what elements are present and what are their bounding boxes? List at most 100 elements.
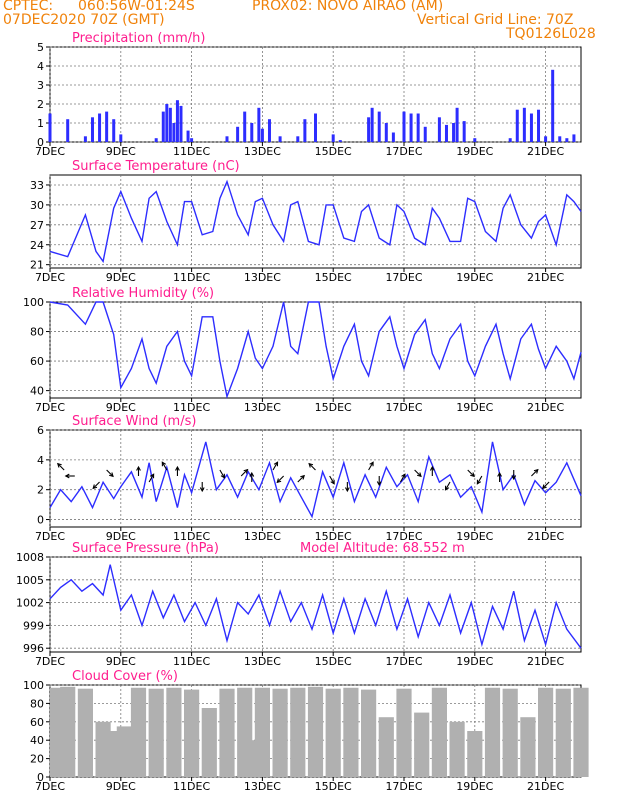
- wind-arrow-head: [344, 487, 350, 493]
- cloud-cover-bar: [396, 688, 412, 777]
- precipitation-bar: [423, 126, 427, 142]
- wind-arrow: [272, 461, 278, 471]
- wind-arrow-head: [175, 465, 180, 471]
- wind-arrow-head: [497, 471, 502, 477]
- humidity-xtick-label: 17DEC: [385, 401, 422, 414]
- wind-arrow: [276, 475, 285, 483]
- precipitation-ytick-label: 0: [37, 136, 44, 149]
- precipitation-bar: [416, 113, 420, 142]
- wind-arrow-head: [511, 475, 517, 481]
- wind-arrow: [476, 475, 483, 485]
- wind-arrow-head: [470, 472, 475, 478]
- precipitation-ytick-label: 1: [37, 117, 44, 130]
- cloud-cover-ytick-label: 100: [23, 679, 44, 692]
- precipitation-bar: [236, 126, 240, 142]
- humidity-ytick-label: 100: [23, 296, 44, 309]
- wind-arrow-head: [369, 461, 374, 467]
- wind-arrow-head: [476, 479, 482, 485]
- cloud-cover-bar: [520, 717, 536, 777]
- precipitation-xtick-label: 7DEC: [35, 145, 65, 158]
- precipitation-bar: [48, 113, 52, 142]
- wind-arrow-head: [300, 474, 305, 480]
- precipitation-bar: [168, 107, 172, 142]
- precipitation-bar: [98, 113, 102, 142]
- wind-arrow: [445, 481, 451, 491]
- wind-arrow: [92, 481, 100, 489]
- header-station: PROX02: NOVO AIRAO (AM): [252, 0, 444, 14]
- cloud-cover-bar: [201, 708, 217, 777]
- cloud-cover-xtick-label: 15DEC: [315, 780, 352, 793]
- precipitation-bar: [522, 107, 526, 142]
- pressure-title: Surface Pressure (hPa): [72, 541, 219, 556]
- cloud-cover-bar: [60, 686, 76, 777]
- cloud-cover-bar: [573, 687, 589, 777]
- precipitation-bar: [314, 113, 317, 142]
- precipitation-ytick-label: 4: [37, 60, 44, 73]
- humidity-ytick-label: 60: [30, 355, 44, 368]
- pressure-ytick-label: 996: [23, 642, 44, 655]
- pressure-ytick-label: 1002: [16, 597, 44, 610]
- precipitation-bar: [331, 134, 335, 142]
- cloud-cover-bar: [555, 688, 571, 777]
- cloud-cover-bar: [361, 689, 377, 777]
- temperature-xtick-label: 19DEC: [456, 271, 493, 284]
- wind-arrow-head: [161, 461, 167, 467]
- wind-arrow: [148, 473, 155, 483]
- temperature-ytick-label: 33: [30, 179, 44, 192]
- precipitation-bar: [165, 104, 169, 142]
- pressure-ytick-label: 1005: [16, 574, 44, 587]
- pressure-xtick-label: 21DEC: [527, 655, 564, 668]
- precipitation-bar: [473, 138, 477, 142]
- wind-arrow-head: [401, 473, 406, 479]
- cloud-cover-bar: [166, 687, 182, 777]
- header-date: 07DEC2020 70Z (GMT): [3, 12, 165, 28]
- wind-xtick-label: 17DEC: [385, 530, 422, 543]
- precipitation-bar: [384, 123, 388, 142]
- precipitation-xtick-label: 17DEC: [385, 145, 422, 158]
- temperature-xtick-label: 17DEC: [385, 271, 422, 284]
- precipitation-bar: [172, 123, 176, 142]
- wind-arrow: [106, 469, 114, 477]
- precipitation-bar: [391, 132, 395, 142]
- wind-xtick-label: 19DEC: [456, 530, 493, 543]
- temperature-xtick-label: 15DEC: [315, 271, 352, 284]
- wind-arrow-head: [308, 462, 314, 468]
- wind-arrow-head: [533, 468, 539, 474]
- precipitation-bar: [179, 105, 183, 142]
- precipitation-bar: [377, 111, 381, 142]
- temperature-xtick-label: 9DEC: [106, 271, 136, 284]
- pressure-xtick-label: 17DEC: [385, 655, 422, 668]
- humidity-xtick-label: 9DEC: [106, 401, 136, 414]
- cloud-cover-ytick-label: 80: [30, 697, 44, 710]
- precipitation-xtick-label: 15DEC: [315, 145, 352, 158]
- pressure-frame: [49, 556, 582, 653]
- precipitation-xtick-label: 9DEC: [106, 145, 136, 158]
- humidity-xtick-label: 19DEC: [456, 401, 493, 414]
- precipitation-bar: [154, 138, 158, 142]
- precipitation-bar: [338, 140, 342, 142]
- wind-arrow-head: [416, 472, 422, 478]
- humidity-title: Relative Humidity (%): [72, 286, 214, 301]
- humidity-xtick-label: 21DEC: [527, 401, 564, 414]
- precipitation-bar: [186, 130, 190, 142]
- wind-arrow-head: [149, 473, 155, 479]
- precipitation-bar: [370, 107, 374, 142]
- precipitation-bar: [296, 136, 300, 142]
- pressure-xtick-label: 7DEC: [35, 655, 65, 668]
- wind-arrow-head: [243, 468, 249, 474]
- wind-xtick-label: 21DEC: [527, 530, 564, 543]
- cloud-cover-ytick-label: 20: [30, 753, 44, 766]
- wind-arrow-head: [541, 484, 547, 490]
- precipitation-bar: [437, 117, 441, 142]
- cloud-cover-title: Cloud Cover (%): [72, 669, 178, 684]
- pressure-xtick-label: 19DEC: [456, 655, 493, 668]
- wind-arrow: [368, 461, 374, 471]
- precipitation-xtick-label: 19DEC: [456, 145, 493, 158]
- humidity-xtick-label: 13DEC: [244, 401, 281, 414]
- precipitation-bar: [105, 111, 109, 142]
- cloud-cover-bar: [431, 687, 447, 777]
- wind-ytick-label: 0: [37, 514, 44, 527]
- humidity-ytick-label: 80: [30, 326, 44, 339]
- wind-arrow-head: [330, 479, 335, 485]
- precipitation-bar: [267, 119, 271, 142]
